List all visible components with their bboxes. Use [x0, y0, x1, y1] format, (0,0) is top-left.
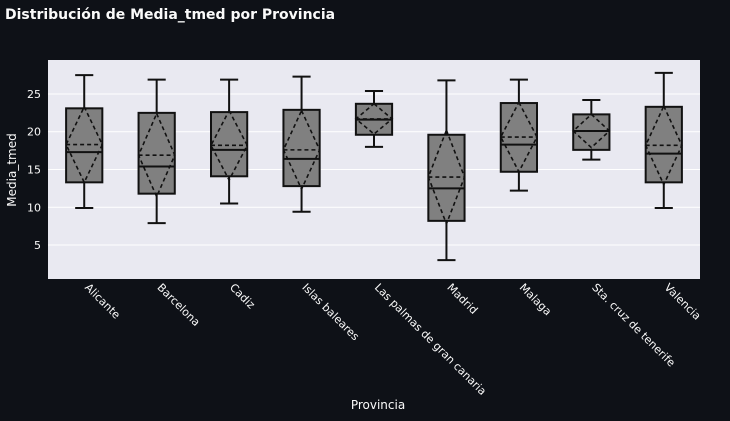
box-1 [65, 74, 104, 210]
box-4 [282, 75, 321, 213]
iqr-box [137, 111, 176, 195]
x-tick-label-9: Valencia [662, 281, 704, 323]
sd-diamond [354, 102, 394, 136]
chart-title: Distribución de Media_tmed por Provincia [5, 7, 335, 23]
x-tick-label-4: Islas baleares [299, 281, 361, 343]
box-8 [572, 99, 611, 161]
box-9 [644, 71, 683, 210]
box-7 [499, 78, 538, 192]
box-2 [137, 78, 176, 225]
x-tick-label-8: Sta. cruz de tenerife [589, 281, 678, 370]
y-axis-ticks: 5 10 15 20 25 [27, 88, 41, 252]
box-6 [427, 79, 466, 262]
x-axis-title: Provincia [351, 398, 405, 412]
sd-diamond [282, 108, 321, 192]
y-tick-label-25: 25 [27, 88, 41, 101]
sd-diamond [644, 104, 683, 187]
y-tick-label-20: 20 [27, 126, 41, 139]
iqr-box [572, 113, 611, 151]
sd-diamond [499, 100, 538, 174]
y-tick-label-10: 10 [27, 201, 41, 214]
x-tick-label-6: Madrid [444, 281, 480, 317]
x-tick-label-1: Alicante [82, 281, 123, 322]
iqr-box [282, 108, 321, 188]
box-series [65, 71, 683, 262]
iqr-box [210, 111, 249, 178]
y-tick-label-15: 15 [27, 164, 41, 177]
x-tick-label-3: Cadiz [227, 281, 258, 312]
y-tick-label-5: 5 [34, 239, 41, 252]
sd-diamond [572, 113, 611, 149]
y-axis-title: Media_tmed [5, 133, 19, 206]
x-tick-label-2: Barcelona [155, 281, 203, 329]
box-3 [210, 78, 249, 205]
x-tick-label-7: Malaga [517, 281, 554, 318]
sd-diamond [210, 108, 249, 182]
box-5 [354, 89, 394, 148]
x-axis-ticks: Alicante Barcelona Cadiz Islas baleares Las … [82, 281, 703, 398]
sd-diamond [427, 128, 466, 227]
sd-diamond [137, 111, 176, 199]
